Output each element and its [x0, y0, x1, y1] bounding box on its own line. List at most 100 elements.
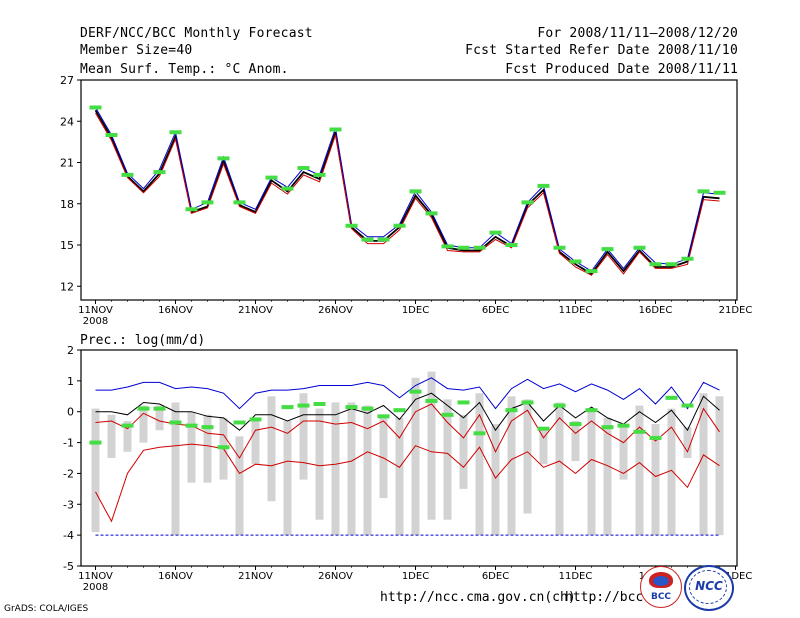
- prec-observed-marker: [169, 420, 182, 425]
- prec-observed-marker: [457, 400, 470, 405]
- temp-xtick-label: 16DEC: [639, 305, 673, 316]
- temp-xtick-label: 6DEC: [482, 305, 509, 316]
- prec-spread-bar: [491, 424, 500, 536]
- temp-xtick-label: 26NOV: [318, 305, 353, 316]
- temp-observed-marker: [217, 156, 230, 161]
- temp-observed-marker: [585, 269, 598, 274]
- temp-observed-marker: [329, 127, 342, 132]
- prec-observed-marker: [409, 389, 422, 394]
- prec-observed-marker: [345, 405, 358, 410]
- temp-observed-marker: [473, 245, 486, 250]
- prec-spread-bar: [715, 396, 724, 536]
- prec-spread-bar: [603, 417, 612, 536]
- temp-observed-marker: [89, 105, 102, 110]
- ncc-logo-icon: NCC: [684, 565, 734, 611]
- prec-observed-marker: [137, 406, 150, 411]
- temp-observed-marker: [537, 183, 550, 188]
- prec-ytick-label: 0: [67, 406, 74, 419]
- temp-observed-marker: [297, 166, 310, 170]
- prec-observed-marker: [249, 417, 262, 422]
- ncc-url[interactable]: http://ncc.cma.gov.cn(ch): [380, 590, 576, 605]
- prec-observed-marker: [505, 408, 518, 413]
- prec-observed-marker: [153, 406, 166, 411]
- prec-observed-marker: [633, 429, 646, 434]
- prec-ytick-label: 1: [67, 375, 74, 388]
- prec-xtick-label: 11DEC: [559, 571, 593, 582]
- prec-spread-bar: [107, 414, 116, 458]
- prec-ytick-label: -1: [63, 437, 74, 450]
- temp-plot-frame: [80, 79, 738, 301]
- bcc-logo-label: BCC: [650, 592, 672, 602]
- prec-observed-marker: [217, 445, 230, 450]
- bcc-url[interactable]: http://bcc.: [565, 590, 652, 605]
- prec-spread-bar: [571, 420, 580, 462]
- temp-observed-marker: [553, 245, 566, 250]
- temp-observed-marker: [489, 230, 502, 235]
- prec-ytick-label: -3: [63, 498, 74, 511]
- prec-observed-marker: [569, 422, 582, 427]
- prec-xtick-label: 1DEC: [402, 571, 429, 582]
- prec-line-lower-member-2: [95, 443, 720, 523]
- prec-spread-bar: [139, 405, 148, 443]
- prec-spread-bar: [251, 420, 260, 465]
- prec-spread-bar: [475, 393, 484, 536]
- temp-observed-marker: [649, 262, 662, 267]
- prec-xtick-label: 21DEC: [719, 571, 753, 582]
- temp-observed-marker: [457, 245, 470, 250]
- temp-observed-marker: [185, 207, 198, 212]
- prec-spread-bar: [411, 377, 420, 536]
- prec-observed-marker: [361, 406, 374, 411]
- temp-observed-marker: [569, 259, 582, 264]
- prec-observed-marker: [313, 402, 326, 406]
- temp-observed-marker: [169, 130, 182, 135]
- temp-ytick-label: 27: [60, 74, 74, 87]
- prec-spread-bar: [203, 414, 212, 483]
- temp-observed-marker: [121, 172, 134, 177]
- temp-observed-marker: [697, 189, 710, 194]
- temp-xtick-label: 11DEC: [559, 305, 593, 316]
- grads-credit: GrADS: COLA/IGES: [4, 604, 89, 614]
- prec-spread-bar: [427, 371, 436, 520]
- prec-observed-marker: [553, 403, 566, 408]
- temp-observed-marker: [521, 200, 534, 205]
- temp-line-lower-member: [95, 112, 720, 276]
- prec-xtick-year: 2008: [83, 582, 108, 593]
- prec-observed-marker: [393, 408, 406, 413]
- prec-line-lower-member-1: [95, 403, 720, 459]
- prec-spread-bar: [443, 399, 452, 520]
- prec-ytick-label: -4: [63, 529, 74, 542]
- prec-observed-marker: [649, 435, 662, 440]
- temp-observed-marker: [713, 190, 726, 195]
- temp-observed-marker: [393, 223, 406, 228]
- temp-line-upper-member: [95, 107, 720, 272]
- prec-spread-bar: [699, 393, 708, 536]
- temp-observed-marker: [313, 172, 326, 177]
- prec-observed-marker: [185, 423, 198, 428]
- prec-spread-bar: [267, 396, 276, 502]
- prec-spread-bar: [235, 436, 244, 536]
- chart-title: DERF/NCC/BCC Monthly Forecast: [80, 26, 313, 41]
- temp-observed-marker: [681, 256, 694, 261]
- prec-observed-marker: [377, 414, 390, 419]
- prec-observed-marker: [121, 423, 134, 428]
- prec-spread-bar: [347, 402, 356, 536]
- temp-xtick-label: 21DEC: [719, 305, 753, 316]
- prec-plot-frame: [80, 349, 738, 567]
- temp-ytick-label: 21: [60, 157, 74, 170]
- prec-observed-marker: [89, 440, 102, 445]
- prec-spread-bar: [91, 408, 100, 533]
- prec-spread-bar: [587, 411, 596, 536]
- prec-observed-marker: [521, 400, 534, 405]
- prec-spread-bar: [187, 411, 196, 483]
- prec-observed-marker: [201, 425, 214, 430]
- prec-observed-marker: [601, 425, 614, 430]
- temp-ytick-label: 24: [60, 115, 74, 128]
- prec-observed-marker: [473, 431, 486, 436]
- prec-spread-bar: [667, 408, 676, 536]
- prec-observed-marker: [665, 395, 678, 400]
- temp-observed-marker: [233, 200, 246, 205]
- temp-xtick-label: 11NOV: [78, 305, 113, 316]
- prec-observed-marker: [681, 403, 694, 408]
